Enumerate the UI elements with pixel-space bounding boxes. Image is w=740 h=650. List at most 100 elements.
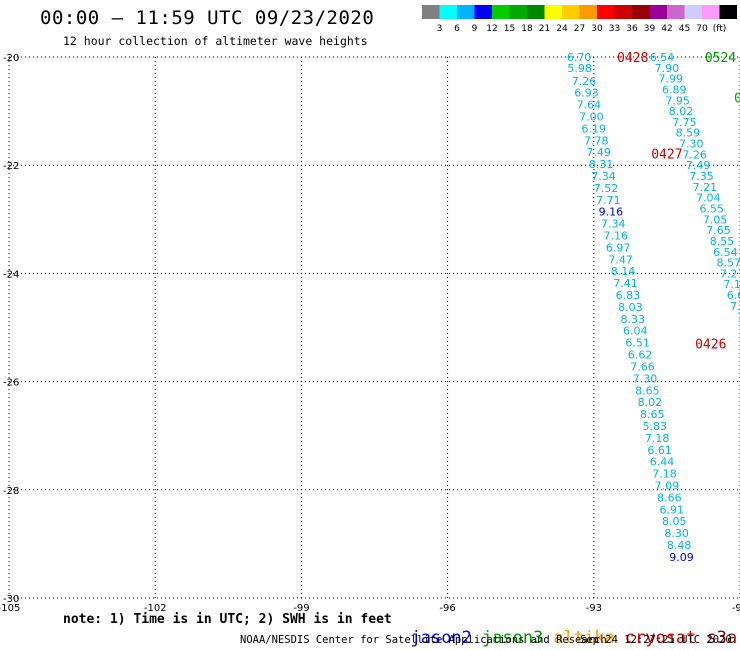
swh-value-label: 8.05	[662, 515, 687, 528]
colorbar-swatch	[579, 5, 597, 19]
satellite-legend: jason2 jason3 altika cryosat s3a	[390, 608, 740, 648]
y-tick-label: -24	[3, 269, 19, 280]
swh-value-label: 6.55	[699, 202, 724, 215]
swh-value-label: 6.54	[650, 51, 675, 64]
swh-value-label: 7.27	[720, 267, 740, 280]
swh-value-label: 7.78	[584, 134, 609, 147]
colorbar-swatch	[492, 5, 510, 19]
swh-value-label: 7.15	[723, 278, 740, 291]
pass-time-label: 0428	[617, 51, 648, 66]
colorbar-label: 30	[591, 24, 603, 34]
colorbar-label: 42	[661, 24, 672, 34]
swh-value-label: 7.99	[659, 73, 684, 86]
colorbar-label: (ft)	[713, 24, 727, 34]
colorbar-swatch	[562, 5, 580, 19]
colorbar-label: 39	[644, 24, 656, 34]
colorbar-label: 15	[504, 24, 515, 34]
swh-value-label: 7.09	[655, 479, 680, 492]
swh-value-label: 6.19	[582, 122, 607, 135]
swh-value-label: 7.26	[572, 75, 597, 88]
swh-value-label: 7.47	[608, 253, 633, 266]
y-tick-label: -30	[3, 594, 19, 605]
legend-altika: altika	[553, 628, 615, 648]
swh-value-label: 7.71	[596, 194, 621, 207]
swh-value-label: 7.71	[730, 300, 740, 313]
swh-value-label: 6.61	[647, 444, 672, 457]
x-tick-label: -99	[293, 603, 309, 614]
swh-value-label: 8.30	[664, 527, 689, 540]
swh-value-label: 5.83	[642, 420, 667, 433]
swh-colorbar: 3 6 9 12 15 18 21 24 27 30 33 36 39 42 45 70 (ft)	[422, 5, 737, 34]
colorbar-swatch	[702, 5, 720, 19]
x-tick-label: -102	[144, 603, 167, 614]
x-tick-label: -105	[0, 603, 20, 614]
pass-time-label: 0525	[734, 92, 740, 107]
legend-jason3: jason3	[481, 628, 544, 648]
legend-cryosat: cryosat	[624, 628, 697, 648]
y-tick-label: -28	[3, 486, 19, 497]
swh-value-label: 6.04	[623, 325, 648, 338]
colorbar-swatch	[632, 5, 650, 19]
swh-value-label: 8.14	[611, 265, 636, 278]
swh-value-label: 7.34	[601, 218, 626, 231]
swh-value-label: 8.55	[710, 235, 735, 248]
colorbar-label: 12	[486, 24, 497, 34]
swh-value-label: 8.65	[640, 408, 665, 421]
colorbar-swatch	[457, 5, 475, 19]
colorbar-label: 21	[539, 24, 550, 34]
x-tick-label: -96	[439, 603, 455, 614]
colorbar-label: 24	[556, 24, 568, 34]
swh-value-label: 7.52	[594, 182, 619, 195]
swh-value-label: 7.65	[706, 224, 731, 237]
colorbar-label: 3	[437, 24, 443, 34]
swh-value-label: 7.49	[586, 146, 611, 159]
colorbar-label: 27	[574, 24, 585, 34]
colorbar-label: 9	[472, 24, 478, 34]
colorbar-swatch	[509, 5, 527, 19]
swh-value-label: 6.68	[727, 289, 740, 302]
colorbar-swatch	[474, 5, 492, 19]
swh-value-label: 9.16	[599, 206, 624, 219]
colorbar-label: 45	[679, 24, 690, 34]
swh-value-label: 6.70	[567, 51, 592, 64]
generated-timestamp: Sep 24 12:27:21 UTC 2020	[580, 634, 732, 646]
swh-value-label: 7.35	[689, 170, 714, 183]
pass-time-label: 0426	[695, 338, 726, 353]
swh-value-label: 7.34	[591, 170, 616, 183]
pass-time-label: 0427	[651, 147, 682, 162]
swh-value-label: 6.54	[713, 246, 738, 259]
credit-text: NOAA/NESDIS Center for Satellite Applica…	[240, 634, 607, 646]
swh-value-label: 7.30	[633, 372, 658, 385]
swh-value-label: 6.97	[606, 241, 631, 254]
swh-value-label: 7.95	[665, 94, 690, 107]
colorbar-label: 70	[696, 24, 708, 34]
swh-value-label: 8.03	[618, 301, 643, 314]
swh-value-label: 8.48	[667, 539, 692, 552]
chart-subtitle: 12 hour collection of altimeter wave hei…	[63, 34, 368, 48]
swh-value-label: 6.91	[660, 503, 685, 516]
swh-value-label: 8.02	[669, 105, 694, 118]
legend-s3a: s3a	[706, 628, 738, 648]
colorbar-swatch	[667, 5, 685, 19]
swh-value-label: 7.75	[672, 116, 697, 129]
swh-value-label: 7.21	[693, 181, 718, 194]
swh-value-label: 7.05	[703, 213, 728, 226]
swh-value-label: 8.66	[657, 491, 682, 504]
colorbar-label: 6	[454, 24, 460, 34]
colorbar-swatch	[544, 5, 562, 19]
colorbar-label: 33	[609, 24, 620, 34]
legend-jason2: jason2	[410, 628, 472, 648]
swh-value-label: 7.30	[679, 138, 704, 151]
swh-value-label: 6.51	[625, 337, 650, 350]
swh-value-label: 7.49	[686, 159, 711, 172]
y-tick-label: -26	[3, 378, 19, 389]
colorbar-label: 36	[626, 24, 638, 34]
colorbar-swatch	[649, 5, 667, 19]
y-tick-label: -22	[3, 161, 19, 172]
swh-value-label: 7.66	[630, 360, 655, 373]
swh-value-label: 6.93	[574, 87, 599, 100]
swh-value-label: 6.44	[650, 456, 675, 469]
x-tick-label: -90	[732, 603, 740, 614]
swh-value-label: 6.89	[662, 83, 687, 96]
swh-value-label: 8.65	[635, 384, 660, 397]
